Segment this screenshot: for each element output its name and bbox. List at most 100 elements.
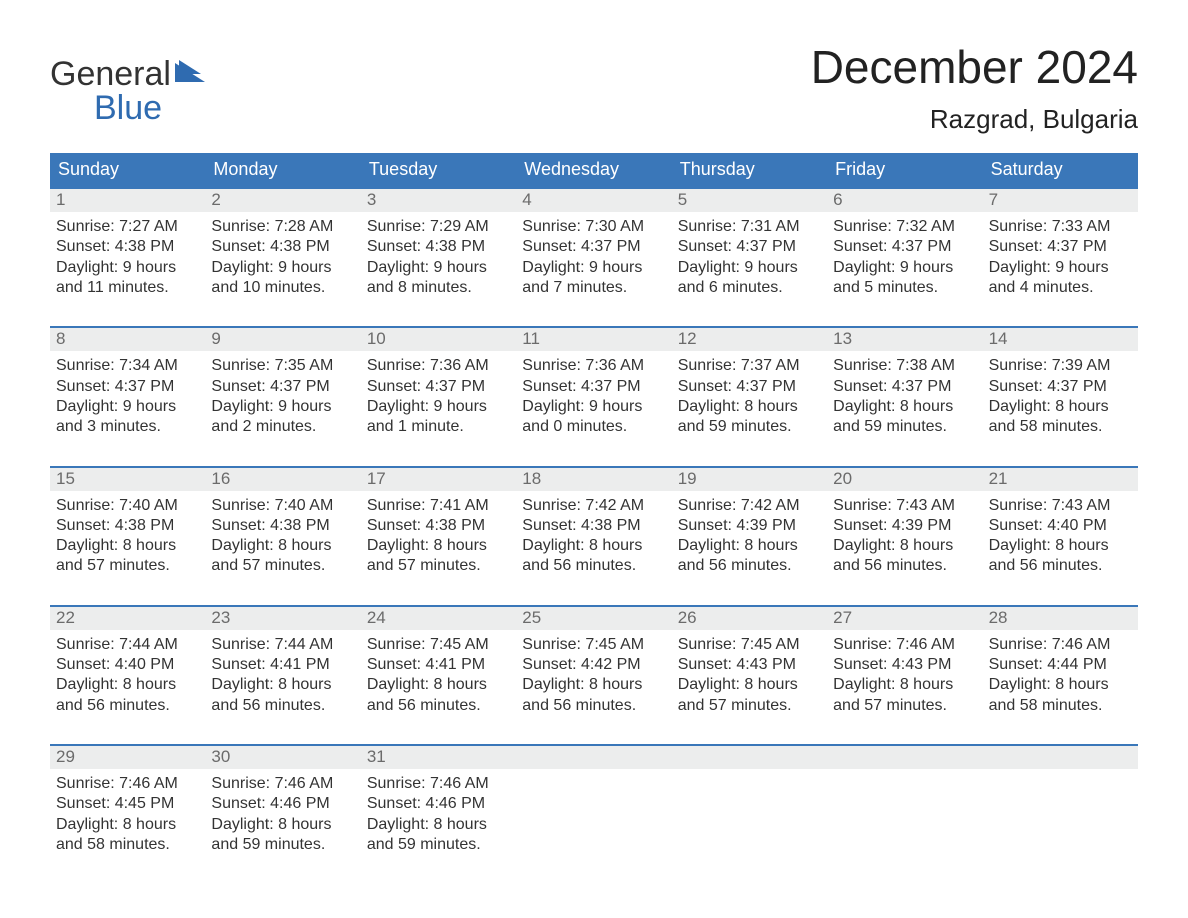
dl2-text: and 58 minutes.	[56, 835, 199, 855]
day-cell: 11Sunrise: 7:36 AMSunset: 4:37 PMDayligh…	[516, 328, 671, 437]
dl2-text: and 56 minutes.	[678, 556, 821, 576]
day-number: 13	[827, 328, 982, 351]
day-number: 5	[672, 189, 827, 212]
dl2-text: and 0 minutes.	[522, 417, 665, 437]
dow-cell: Saturday	[983, 153, 1138, 187]
dl1-text: Daylight: 8 hours	[56, 536, 199, 556]
day-info: Sunrise: 7:41 AMSunset: 4:38 PMDaylight:…	[361, 491, 516, 577]
dl1-text: Daylight: 8 hours	[989, 675, 1132, 695]
day-cell: 26Sunrise: 7:45 AMSunset: 4:43 PMDayligh…	[672, 607, 827, 716]
day-cell: 3Sunrise: 7:29 AMSunset: 4:38 PMDaylight…	[361, 189, 516, 298]
week-row: 22Sunrise: 7:44 AMSunset: 4:40 PMDayligh…	[50, 605, 1138, 716]
day-number: 21	[983, 468, 1138, 491]
day-info: Sunrise: 7:43 AMSunset: 4:39 PMDaylight:…	[827, 491, 982, 577]
dl1-text: Daylight: 8 hours	[522, 675, 665, 695]
dl1-text: Daylight: 8 hours	[211, 675, 354, 695]
day-info: Sunrise: 7:44 AMSunset: 4:41 PMDaylight:…	[205, 630, 360, 716]
day-number: 17	[361, 468, 516, 491]
day-number: 16	[205, 468, 360, 491]
day-info: Sunrise: 7:35 AMSunset: 4:37 PMDaylight:…	[205, 351, 360, 437]
day-number: 31	[361, 746, 516, 769]
sunset-text: Sunset: 4:38 PM	[367, 237, 510, 257]
sunset-text: Sunset: 4:38 PM	[211, 516, 354, 536]
day-number: 27	[827, 607, 982, 630]
day-cell: 25Sunrise: 7:45 AMSunset: 4:42 PMDayligh…	[516, 607, 671, 716]
day-number: 24	[361, 607, 516, 630]
day-cell: 19Sunrise: 7:42 AMSunset: 4:39 PMDayligh…	[672, 468, 827, 577]
sunrise-text: Sunrise: 7:39 AM	[989, 356, 1132, 376]
day-cell	[672, 746, 827, 855]
dl1-text: Daylight: 8 hours	[56, 815, 199, 835]
page-title: December 2024	[811, 40, 1138, 94]
day-cell: 9Sunrise: 7:35 AMSunset: 4:37 PMDaylight…	[205, 328, 360, 437]
day-number: 22	[50, 607, 205, 630]
dow-cell: Friday	[827, 153, 982, 187]
day-cell	[827, 746, 982, 855]
title-block: December 2024 Razgrad, Bulgaria	[811, 40, 1138, 135]
dl1-text: Daylight: 9 hours	[211, 258, 354, 278]
dow-cell: Monday	[205, 153, 360, 187]
dl1-text: Daylight: 8 hours	[522, 536, 665, 556]
day-number: 14	[983, 328, 1138, 351]
day-number	[983, 746, 1138, 769]
day-cell: 28Sunrise: 7:46 AMSunset: 4:44 PMDayligh…	[983, 607, 1138, 716]
day-number: 1	[50, 189, 205, 212]
dl1-text: Daylight: 9 hours	[989, 258, 1132, 278]
dl2-text: and 57 minutes.	[367, 556, 510, 576]
day-cell: 20Sunrise: 7:43 AMSunset: 4:39 PMDayligh…	[827, 468, 982, 577]
day-number: 20	[827, 468, 982, 491]
day-cell: 8Sunrise: 7:34 AMSunset: 4:37 PMDaylight…	[50, 328, 205, 437]
day-cell: 18Sunrise: 7:42 AMSunset: 4:38 PMDayligh…	[516, 468, 671, 577]
dl2-text: and 2 minutes.	[211, 417, 354, 437]
day-info: Sunrise: 7:31 AMSunset: 4:37 PMDaylight:…	[672, 212, 827, 298]
sunset-text: Sunset: 4:41 PM	[367, 655, 510, 675]
dl2-text: and 56 minutes.	[522, 696, 665, 716]
day-cell: 15Sunrise: 7:40 AMSunset: 4:38 PMDayligh…	[50, 468, 205, 577]
dl1-text: Daylight: 9 hours	[833, 258, 976, 278]
dl1-text: Daylight: 8 hours	[56, 675, 199, 695]
dl2-text: and 59 minutes.	[678, 417, 821, 437]
dl1-text: Daylight: 9 hours	[56, 397, 199, 417]
header: General Blue December 2024 Razgrad, Bulg…	[50, 40, 1138, 135]
day-info: Sunrise: 7:28 AMSunset: 4:38 PMDaylight:…	[205, 212, 360, 298]
dl1-text: Daylight: 9 hours	[211, 397, 354, 417]
day-info: Sunrise: 7:46 AMSunset: 4:44 PMDaylight:…	[983, 630, 1138, 716]
dl2-text: and 11 minutes.	[56, 278, 199, 298]
day-cell: 2Sunrise: 7:28 AMSunset: 4:38 PMDaylight…	[205, 189, 360, 298]
brand-word1: General	[50, 57, 171, 91]
day-number: 23	[205, 607, 360, 630]
day-info: Sunrise: 7:45 AMSunset: 4:42 PMDaylight:…	[516, 630, 671, 716]
dl1-text: Daylight: 8 hours	[989, 536, 1132, 556]
sunrise-text: Sunrise: 7:46 AM	[833, 635, 976, 655]
sunrise-text: Sunrise: 7:44 AM	[211, 635, 354, 655]
dl1-text: Daylight: 9 hours	[678, 258, 821, 278]
dl2-text: and 7 minutes.	[522, 278, 665, 298]
sunset-text: Sunset: 4:40 PM	[56, 655, 199, 675]
sunrise-text: Sunrise: 7:42 AM	[522, 496, 665, 516]
dl2-text: and 10 minutes.	[211, 278, 354, 298]
day-info: Sunrise: 7:43 AMSunset: 4:40 PMDaylight:…	[983, 491, 1138, 577]
sunrise-text: Sunrise: 7:46 AM	[367, 774, 510, 794]
day-number: 4	[516, 189, 671, 212]
sunset-text: Sunset: 4:38 PM	[367, 516, 510, 536]
day-info: Sunrise: 7:38 AMSunset: 4:37 PMDaylight:…	[827, 351, 982, 437]
brand-logo: General Blue	[50, 54, 205, 125]
dl1-text: Daylight: 8 hours	[211, 536, 354, 556]
sunset-text: Sunset: 4:46 PM	[211, 794, 354, 814]
brand-word2: Blue	[50, 91, 205, 125]
dl1-text: Daylight: 8 hours	[989, 397, 1132, 417]
sunset-text: Sunset: 4:41 PM	[211, 655, 354, 675]
day-cell	[983, 746, 1138, 855]
dl2-text: and 56 minutes.	[989, 556, 1132, 576]
week-row: 15Sunrise: 7:40 AMSunset: 4:38 PMDayligh…	[50, 466, 1138, 577]
dl2-text: and 56 minutes.	[833, 556, 976, 576]
sunset-text: Sunset: 4:37 PM	[833, 377, 976, 397]
day-cell: 12Sunrise: 7:37 AMSunset: 4:37 PMDayligh…	[672, 328, 827, 437]
day-info: Sunrise: 7:46 AMSunset: 4:46 PMDaylight:…	[361, 769, 516, 855]
day-cell: 30Sunrise: 7:46 AMSunset: 4:46 PMDayligh…	[205, 746, 360, 855]
day-info: Sunrise: 7:30 AMSunset: 4:37 PMDaylight:…	[516, 212, 671, 298]
dl1-text: Daylight: 8 hours	[678, 675, 821, 695]
dl2-text: and 56 minutes.	[211, 696, 354, 716]
day-cell: 1Sunrise: 7:27 AMSunset: 4:38 PMDaylight…	[50, 189, 205, 298]
location-label: Razgrad, Bulgaria	[811, 104, 1138, 135]
